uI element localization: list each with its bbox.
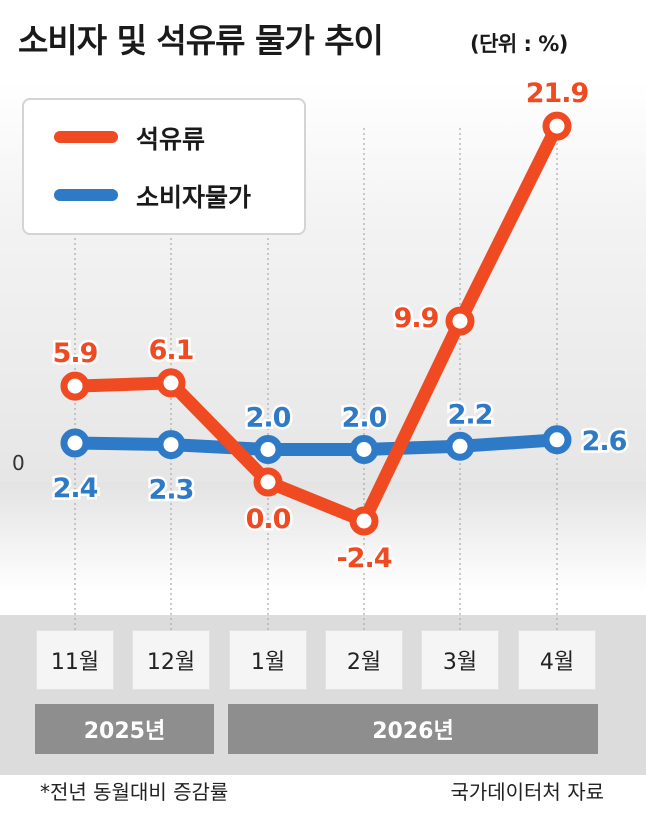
data-label-cpi: 2.0 [342, 403, 387, 434]
data-label-cpi: 2.2 [448, 399, 493, 430]
data-point-cpi [156, 430, 186, 460]
x-tick-label: 3월 [421, 630, 499, 690]
data-point-cpi [542, 425, 572, 455]
data-label-cpi: 2.4 [53, 473, 98, 504]
legend-swatch-cpi [54, 189, 118, 201]
data-label-oil: 21.9 [526, 78, 589, 109]
data-label-cpi: 2.3 [149, 475, 194, 506]
x-tick-label: 4월 [518, 630, 596, 690]
source-note: 국가데이터처 자료 [450, 780, 604, 804]
data-point-cpi [349, 435, 379, 464]
x-tick-label: 11월 [36, 630, 114, 690]
data-label-oil: 6.1 [149, 335, 194, 366]
data-point-oil [445, 306, 475, 336]
series-line-oil [68, 119, 564, 528]
unit-label: (단위 : %) [470, 32, 568, 56]
zero-label: 0 [12, 451, 25, 475]
data-point-cpi [445, 431, 475, 461]
data-label-oil: 9.9 [394, 303, 439, 334]
data-point-cpi [253, 435, 283, 464]
series-line-cpi [68, 433, 564, 456]
data-point-oil [542, 111, 572, 141]
legend-label-oil: 석유류 [136, 125, 206, 154]
data-point-oil [253, 467, 283, 497]
year-label-2025: 2025년 [35, 704, 214, 754]
legend-swatch-oil [54, 131, 118, 143]
data-label-cpi: 2.6 [582, 426, 627, 457]
x-tick-label: 12월 [132, 630, 210, 690]
data-point-oil [60, 371, 90, 401]
footnote: *전년 동월대비 증감률 [40, 780, 229, 804]
legend-label-cpi: 소비자물가 [136, 183, 252, 212]
data-label-oil: -2.4 [336, 543, 391, 574]
data-point-cpi [60, 428, 90, 458]
data-label-cpi: 2.0 [246, 403, 291, 434]
x-tick-label: 1월 [229, 630, 307, 690]
chart-title: 소비자 및 석유류 물가 추이 [18, 21, 384, 60]
x-tick-label: 2월 [325, 630, 403, 690]
data-label-oil: 0.0 [246, 504, 291, 535]
data-point-oil [349, 506, 379, 536]
data-point-oil [156, 368, 186, 398]
data-label-oil: 5.9 [53, 338, 98, 369]
year-label-2026: 2026년 [228, 704, 598, 754]
legend: 석유류 소비자물가 [22, 98, 306, 235]
